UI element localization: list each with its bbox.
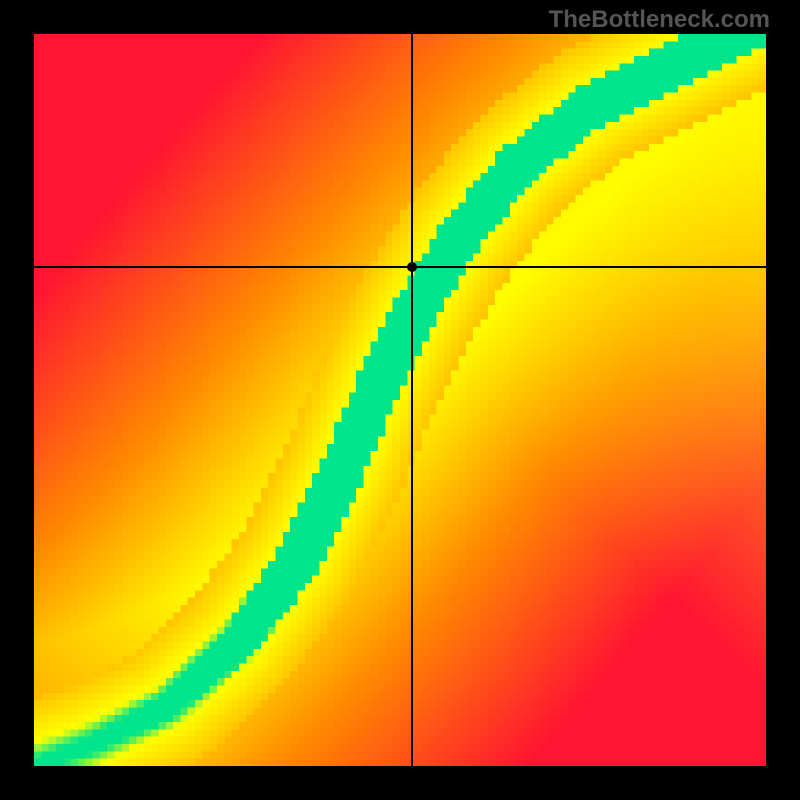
- chart-container: TheBottleneck.com: [0, 0, 800, 800]
- crosshair-vertical: [411, 34, 413, 766]
- crosshair-horizontal: [34, 266, 766, 268]
- watermark-text: TheBottleneck.com: [549, 6, 770, 34]
- bottleneck-heatmap: [34, 34, 766, 766]
